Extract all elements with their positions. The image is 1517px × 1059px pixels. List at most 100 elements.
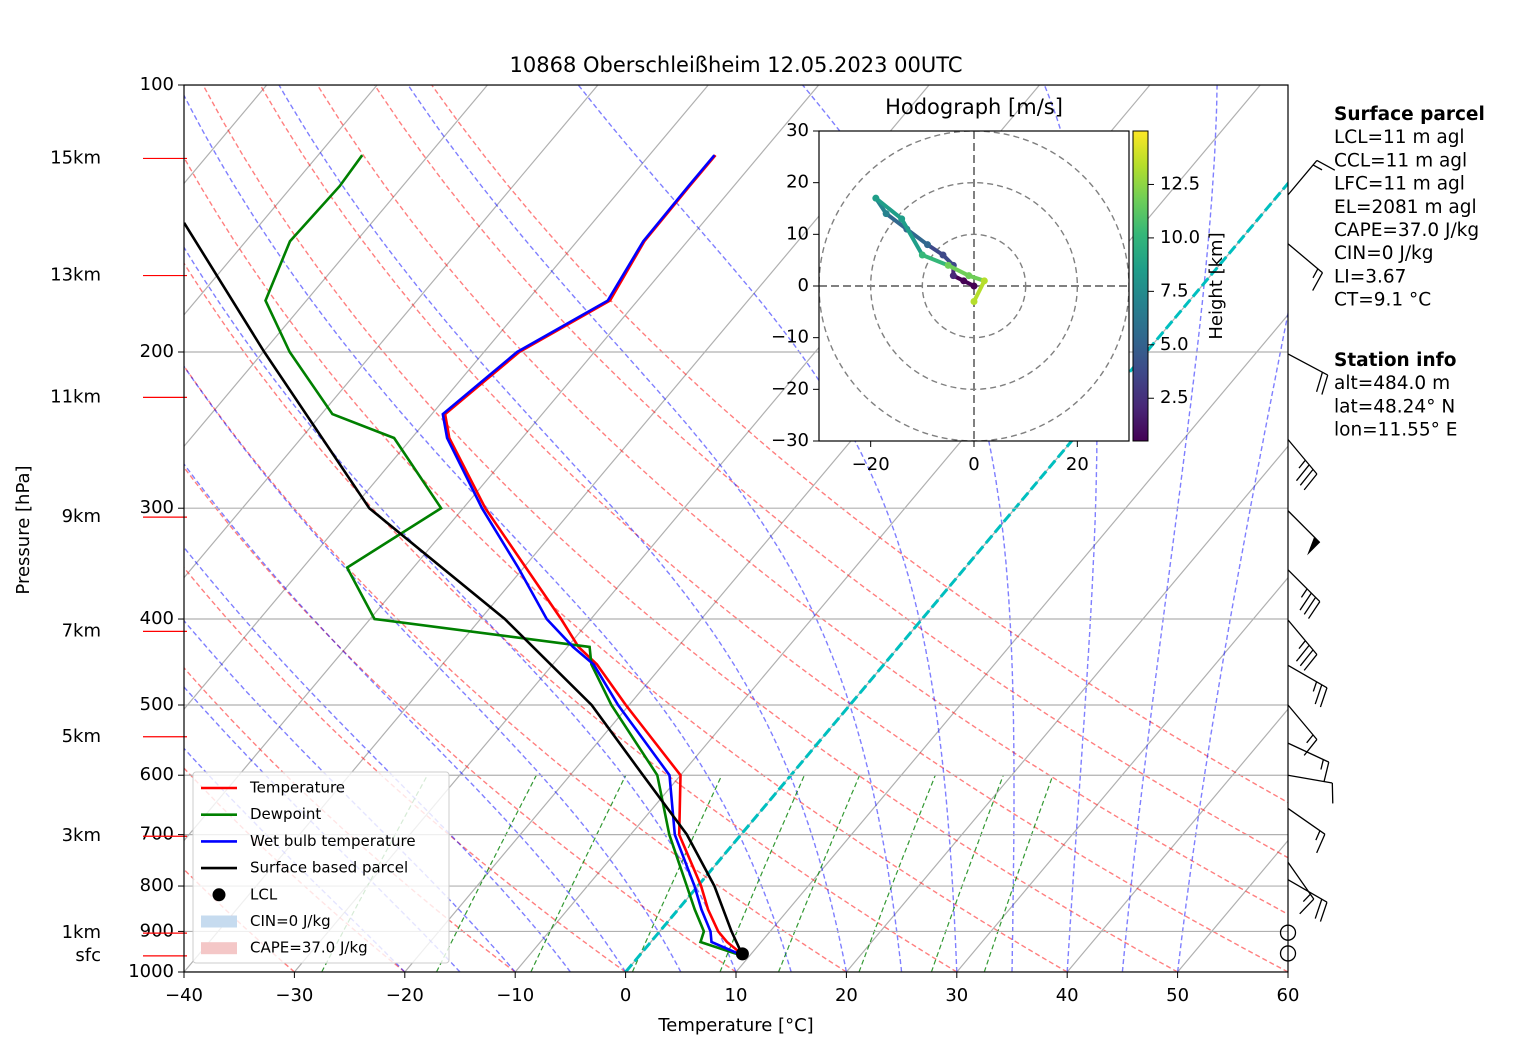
mixing-ratio-line (930, 774, 1004, 972)
legend-label: Surface based parcel (250, 859, 408, 877)
barb-staff (1287, 742, 1330, 783)
wind-barb (1287, 439, 1318, 491)
info-line: CIN=0 J/kg (1334, 243, 1434, 264)
freezing-isotherm (624, 181, 1288, 972)
profile-line (184, 222, 744, 955)
wind-barb (1287, 569, 1321, 619)
barb-staff (1287, 807, 1326, 854)
hodograph-segment (873, 196, 904, 221)
moist-adiabat (184, 462, 627, 972)
wind-barb (1287, 807, 1326, 854)
colorbar-tick-label: 7.5 (1160, 280, 1189, 301)
wind-barb (1287, 742, 1330, 783)
x-tick-label: −40 (165, 985, 203, 1006)
moist-adiabat (184, 685, 461, 972)
isotherm (735, 313, 1288, 972)
moist-adiabat (1121, 85, 1218, 972)
wind-barb (1287, 774, 1334, 804)
colorbar-tick-label: 12.5 (1160, 173, 1200, 194)
isotherm (956, 576, 1288, 972)
hodograph-point (949, 272, 957, 280)
height-tick-label: 11km (50, 386, 101, 407)
profile-line (264, 154, 739, 956)
y-tick-label: 400 (140, 608, 174, 629)
hodograph-title: Hodograph [m/s] (885, 95, 1063, 119)
dry-adiabat (184, 262, 958, 972)
dry-adiabat (259, 85, 1288, 972)
y-tick-label: 300 (140, 497, 174, 518)
mixing-ratio-line (719, 774, 805, 972)
barb-flag (1307, 536, 1320, 556)
hodograph-x-tick-label: 20 (1066, 454, 1089, 475)
hodograph-segment (972, 278, 987, 304)
info-line: LFC=11 m agl (1334, 174, 1465, 195)
hodograph-point (898, 215, 906, 223)
x-tick-label: 50 (1166, 985, 1189, 1006)
profile-line (441, 154, 741, 956)
barb-staff (1287, 879, 1328, 922)
legend-label: CAPE=37.0 J/kg (250, 939, 368, 957)
y-tick-label: 1000 (128, 961, 174, 982)
isotherm (184, 85, 709, 711)
hodograph-point (970, 298, 978, 305)
dry-adiabat (373, 85, 1288, 859)
mixing-ratio-line (777, 774, 861, 972)
colorbar-tick-label: 5.0 (1160, 334, 1189, 355)
colorbar (1132, 130, 1149, 442)
info-line: EL=2081 m agl (1334, 197, 1477, 218)
height-tick-label: 5km (62, 726, 101, 747)
dry-adiabat (184, 364, 847, 972)
dry-adiabat (184, 466, 737, 972)
barb-staff (1287, 353, 1329, 395)
hodograph-segment (884, 211, 909, 232)
hodograph-y-tick-label: 0 (798, 275, 809, 296)
colorbar-tick-label: 10.0 (1160, 227, 1200, 248)
barb-staff (1287, 619, 1318, 671)
legend-swatch (201, 915, 237, 928)
lcl-point (735, 947, 749, 961)
y-tick-label: 800 (140, 875, 174, 896)
barb-staff (1287, 243, 1324, 291)
hodograph-y-tick-label: 20 (786, 172, 809, 193)
moist-adiabat (407, 85, 903, 972)
hodograph-y-tick-label: −20 (771, 378, 809, 399)
dry-adiabat (431, 85, 1288, 804)
info-line: LCL=11 m agl (1334, 127, 1465, 148)
hodograph-point (944, 261, 952, 269)
info-line: lat=48.24° N (1334, 396, 1455, 417)
info-line: LI=3.67 (1334, 266, 1406, 287)
hodograph-point (980, 277, 988, 285)
hodograph-point (918, 251, 926, 259)
dry-adiabat (202, 85, 1178, 972)
isotherm (845, 445, 1288, 972)
hodograph-y-tick-label: 30 (786, 120, 809, 141)
hodograph-point (970, 282, 978, 290)
hodograph-x-tick-label: 0 (968, 454, 979, 475)
colorbar-label: Height [km] (1206, 232, 1227, 339)
wind-barb (1279, 924, 1297, 941)
y-tick-label: 200 (140, 341, 174, 362)
x-tick-label: 40 (1056, 985, 1079, 1006)
isotherm (184, 85, 599, 579)
height-tick-label: 1km (62, 922, 101, 943)
height-tick-label: sfc (75, 945, 101, 966)
hodograph-point (924, 241, 931, 249)
info-line: CT=9.1 °C (1334, 290, 1431, 311)
mixing-ratio-line (983, 774, 1054, 972)
legend-label: Wet bulb temperature (250, 832, 416, 850)
moist-adiabat (278, 85, 848, 972)
height-tick-label: 7km (62, 620, 101, 641)
barb-staff (1287, 439, 1318, 491)
x-axis-label: Temperature [°C] (657, 1015, 813, 1036)
legend-swatch (212, 888, 226, 902)
info-line: alt=484.0 m (1334, 373, 1450, 394)
legend-label: LCL (250, 885, 278, 903)
isotherm (1066, 708, 1288, 972)
legend-label: Temperature (249, 779, 345, 797)
dry-adiabat (184, 156, 1068, 972)
x-tick-label: 30 (945, 985, 968, 1006)
wind-barb (1287, 353, 1329, 395)
legend-swatch (201, 942, 237, 955)
x-tick-label: 20 (835, 985, 858, 1006)
